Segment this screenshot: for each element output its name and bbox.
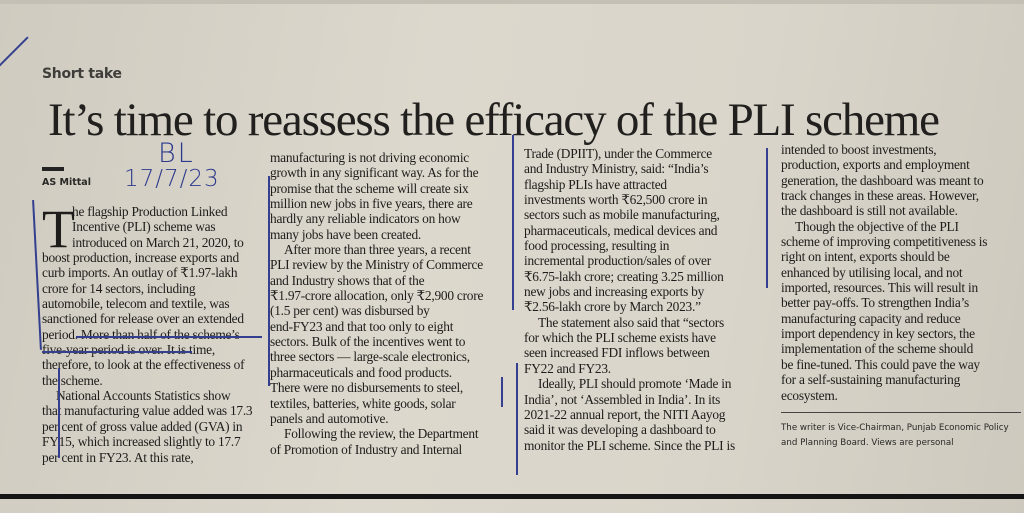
article-line: and Industry Ministry, said: “India’s — [524, 161, 709, 177]
article-line: per cent of gross value added (GVA) in — [42, 418, 243, 434]
article-line: introduced on March 21, 2020, to — [72, 234, 244, 250]
bottom-border — [0, 494, 1024, 499]
article-line: growth in any significant way. As for th… — [270, 165, 479, 181]
article-line: monitor the PLI scheme. Since the PLI is — [524, 437, 735, 453]
article-column-2: manufacturing is not driving economic gro… — [270, 150, 483, 457]
article-line: (1.5 per cent) was disbursed by — [270, 303, 430, 319]
pen-underline — [42, 351, 192, 353]
article-line: generation, the dashboard was meant to — [781, 172, 984, 188]
article-line: the dashboard is still not available. — [781, 203, 958, 219]
article-line: sectors such as mobile manufacturing, — [524, 207, 720, 223]
article-line: right on intent, exports should be — [781, 249, 950, 265]
article-line: Following the review, the Department — [284, 426, 479, 442]
article-line: panels and automotive. — [270, 410, 389, 426]
article-line: million new jobs in five years, there ar… — [270, 196, 473, 212]
article-column-3: Trade (DPIIT), under the Commerce and Ind… — [524, 146, 735, 453]
article-line: track changes in these areas. However, — [781, 188, 979, 204]
article-line: intended to boost investments, — [781, 142, 937, 157]
article-line: three sectors — large-scale electronics, — [270, 349, 470, 365]
article-line: ₹6.75-lakh crore; creating 3.25 million — [524, 268, 724, 284]
pen-margin-line — [58, 368, 60, 458]
article-line: automobile, telecom and textile, was — [42, 296, 230, 312]
article-line: After more than three years, a recent — [284, 242, 471, 258]
article-line: seen increased FDI inflows between — [524, 345, 710, 361]
byline-rule — [42, 167, 64, 171]
article-line: ecosystem. — [781, 387, 838, 403]
article-line: five-year period is over. It is time, — [42, 342, 215, 358]
article-column-4: intended to boost investments, production… — [781, 142, 987, 403]
article-line: import dependency in key sectors, the — [781, 326, 975, 342]
article-line: National Accounts Statistics show — [56, 388, 231, 404]
article-line: incremental production/sales of over — [524, 253, 711, 269]
article-line: that manufacturing value added was 17.3 — [42, 403, 253, 419]
article-line: end-FY23 and that too only to eight — [270, 318, 454, 334]
article-line: ₹1.97-crore allocation, only ₹2,900 cror… — [270, 288, 484, 304]
article-line: textiles, batteries, white goods, solar — [270, 395, 456, 411]
article-line: FY15, which increased slightly to 17.7 — [42, 434, 241, 450]
article-line: Incentive (PLI) scheme was — [72, 219, 216, 235]
article-line: 2021-22 annual report, the NITI Aayog — [524, 406, 726, 422]
author-tagline: The writer is Vice-Chairman, Punjab Econ… — [781, 421, 1009, 451]
pen-margin-line — [501, 377, 503, 407]
article-line: flagship PLIs have attracted — [524, 176, 667, 192]
pen-underline — [76, 336, 262, 338]
article-line: new jobs and increasing exports by — [524, 284, 705, 300]
article-line: per cent in FY23. At this rate, — [42, 449, 194, 465]
section-kicker: Short take — [42, 66, 122, 82]
article-line: for which the PLI scheme exists have — [524, 330, 716, 346]
article-line: investments worth ₹62,500 crore in — [524, 192, 708, 208]
pen-margin-line — [766, 148, 768, 288]
article-line: many jobs have been created. — [270, 226, 422, 242]
article-line: scheme of improving competitiveness is — [781, 234, 988, 250]
article-line: hardly any reliable indicators on how — [270, 211, 461, 227]
article-line: boost production, increase exports and — [42, 250, 239, 266]
article-line: of Promotion of Industry and Internal — [270, 441, 462, 457]
article-line: he flagship Production Linked — [72, 204, 228, 219]
drop-cap: T — [42, 199, 75, 259]
article-line: sanctioned for release over an extended — [42, 311, 244, 327]
article-line: therefore, to look at the effectiveness … — [42, 357, 245, 373]
article-line: period. More than half of the scheme’s — [42, 326, 240, 342]
tagline-rule — [781, 412, 1021, 413]
article-line: crore for 14 sectors, including — [42, 280, 196, 296]
article-line: imported, resources. This will result in — [781, 280, 978, 296]
article-line: pharmaceuticals and food products. — [270, 364, 452, 380]
handwritten-note-date: 17/7/23 — [124, 166, 220, 192]
handwritten-note-source: BL — [158, 138, 195, 169]
article-line: The statement also said that “sectors — [538, 314, 724, 330]
article-line: food processing, resulting in — [524, 238, 670, 254]
article-column-1: he flagship Production Linked Incentive (… — [42, 204, 253, 465]
article-line: manufacturing is not driving economic — [270, 150, 469, 165]
article-line: production, exports and employment — [781, 157, 970, 173]
pen-margin-line — [516, 363, 518, 475]
article-line: better pay-offs. To strengthen India’s — [781, 295, 970, 311]
article-line: enhanced by utilising local, and not — [781, 264, 963, 280]
article-line: said it was developing a dashboard to — [524, 422, 716, 438]
article-line: sectors. Bulk of the incentives went to — [270, 334, 466, 350]
article-line: PLI review by the Ministry of Commerce — [270, 257, 483, 273]
pen-margin-line — [268, 176, 270, 386]
pen-margin-line — [512, 135, 514, 310]
article-line: ₹2.56-lakh crore by March 2023.” — [524, 299, 701, 315]
article-line: Though the objective of the PLI — [795, 218, 959, 234]
article-line: implementation of the scheme should — [781, 341, 974, 357]
article-line: pharmaceuticals, medical devices and — [524, 222, 718, 238]
headline: It’s time to reassess the efficacy of th… — [48, 94, 940, 146]
tagline-line-2: and Planning Board. Views are personal — [781, 438, 954, 448]
article-line: and Industry shows that of the — [270, 272, 425, 288]
article-line: Ideally, PLI should promote ‘Made in — [538, 376, 732, 392]
article-line: the scheme. — [42, 372, 103, 388]
article-line: FY22 and FY23. — [524, 360, 611, 376]
article-line: promise that the scheme will create six — [270, 180, 469, 196]
article-line: manufacturing capacity and reduce — [781, 310, 961, 326]
top-edge — [0, 0, 1024, 4]
article-line: for a self-sustaining manufacturing — [781, 372, 961, 388]
tagline-line-1: The writer is Vice-Chairman, Punjab Econ… — [781, 423, 1009, 433]
article-line: India’, not ‘Assembled in India’. In its — [524, 391, 721, 407]
byline: AS Mittal — [42, 177, 91, 188]
article-line: There were no disbursements to steel, — [270, 380, 464, 396]
article-line: curb imports. An outlay of ₹1.97-lakh — [42, 265, 238, 281]
article-line: be fine-tuned. This could pave the way — [781, 356, 980, 372]
article-line: Trade (DPIIT), under the Commerce — [524, 146, 712, 161]
